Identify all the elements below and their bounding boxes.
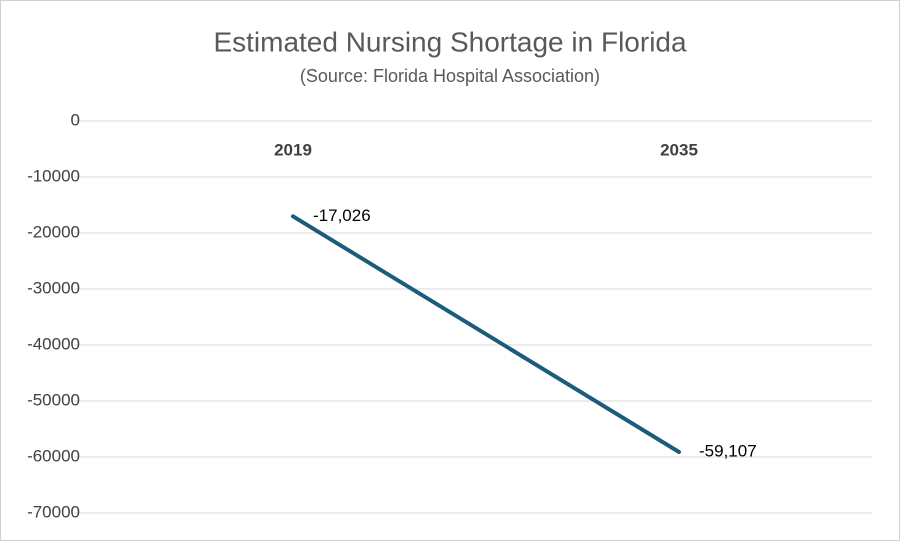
data-line: [291, 214, 681, 454]
data-label: -59,107: [699, 441, 757, 460]
chart-subtitle: (Source: Florida Hospital Association): [300, 66, 600, 86]
y-tick-label: -20000: [27, 222, 80, 241]
x-tick-label: 2019: [274, 140, 312, 159]
y-tick-label: -60000: [27, 446, 80, 465]
y-tick-label: -40000: [27, 334, 80, 353]
y-tick-label: -10000: [27, 166, 80, 185]
y-tick-label: -70000: [27, 502, 80, 521]
chart-title: Estimated Nursing Shortage in Florida: [213, 26, 687, 57]
y-tick-label: -30000: [27, 278, 80, 297]
y-tick-label: 0: [71, 110, 80, 129]
y-tick-label: -50000: [27, 390, 80, 409]
data-label: -17,026: [313, 206, 371, 225]
x-tick-label: 2035: [660, 140, 698, 159]
